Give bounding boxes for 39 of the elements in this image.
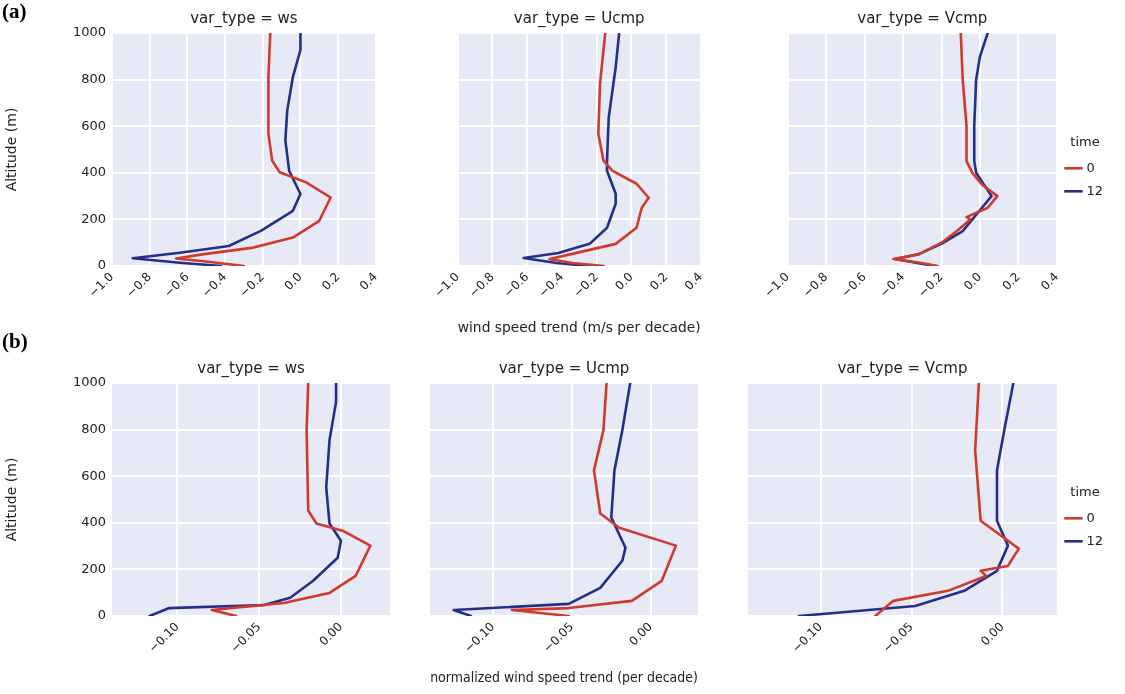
- y-tick-label: 200: [81, 210, 106, 226]
- y-tick-label: 600: [81, 117, 106, 133]
- x-tick-label: 0.2: [647, 269, 671, 293]
- y-axis-title: Altitude (m): [3, 457, 20, 542]
- y-tick-label: 400: [81, 164, 106, 180]
- y-tick-label: 800: [81, 70, 106, 86]
- legend-label: 0: [1086, 509, 1095, 525]
- x-axis-title: normalized wind speed trend (per decade): [430, 669, 698, 686]
- y-axis-title: Altitude (m): [3, 107, 20, 192]
- legend-title: time: [1070, 134, 1100, 150]
- legend-label: 0: [1086, 159, 1095, 175]
- legend-title: time: [1070, 484, 1100, 500]
- y-tick-label: 600: [81, 467, 106, 483]
- chart-title: var_type = Vcmp: [857, 9, 988, 29]
- x-axis-title: wind speed trend (m/s per decade): [457, 319, 701, 336]
- x-tick-label: 0.0: [281, 269, 305, 293]
- chart-title: var_type = Ucmp: [498, 359, 630, 379]
- x-tick-label: 0.2: [319, 269, 343, 293]
- y-tick-label: 1000: [72, 374, 106, 390]
- y-tick-label: 200: [81, 560, 106, 576]
- legend-label: 12: [1086, 182, 1103, 198]
- y-tick-label: 400: [81, 514, 106, 530]
- chart-title: var_type = ws: [197, 359, 305, 379]
- text: (a): [2, 0, 27, 23]
- x-tick-label: 0.4: [1037, 269, 1062, 293]
- legend-label: 12: [1086, 532, 1103, 548]
- x-tick-label: 0.4: [681, 269, 706, 293]
- y-tick-label: 1000: [72, 24, 106, 40]
- chart-title: var_type = Vcmp: [837, 359, 968, 379]
- y-tick-label: 0: [97, 607, 106, 623]
- x-tick-label: 0.4: [356, 269, 381, 293]
- y-tick-label: 0: [97, 257, 106, 273]
- y-tick-label: 800: [81, 420, 106, 436]
- x-tick-label: 0.0: [612, 269, 636, 293]
- chart-title: var_type = Ucmp: [513, 9, 645, 29]
- chart-title: var_type = ws: [190, 9, 298, 29]
- text: (b): [2, 328, 28, 353]
- x-tick-label: 0.2: [999, 269, 1023, 293]
- x-tick-label: 0.0: [960, 269, 985, 293]
